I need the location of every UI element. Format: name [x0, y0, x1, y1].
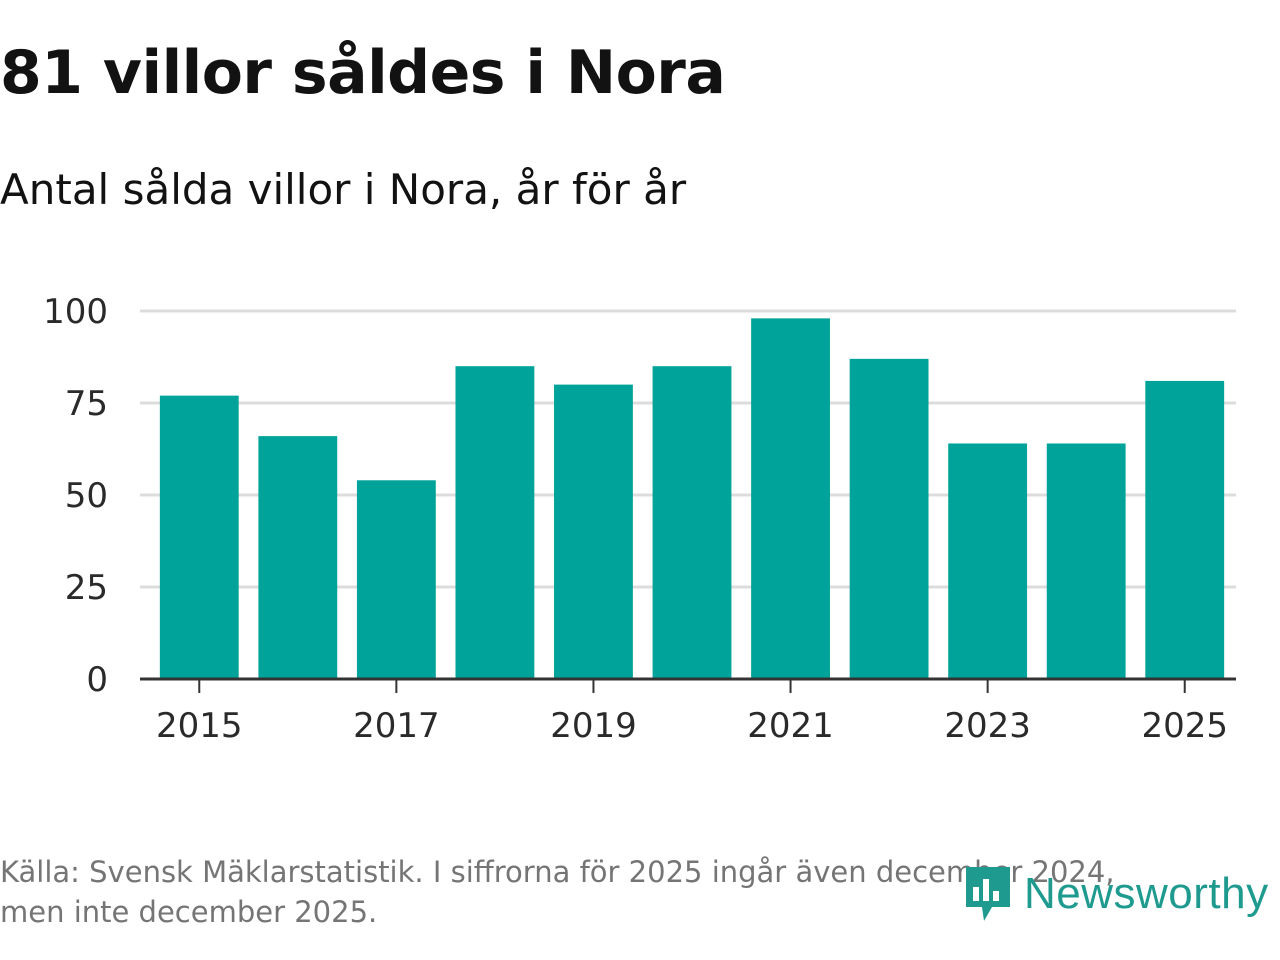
bar-2020	[652, 366, 732, 679]
source-line-2: men inte december 2025.	[0, 895, 378, 929]
newsworthy-logo: Newsworthy	[962, 862, 1269, 926]
source-note: Källa: Svensk Mäklarstatistik. I siffror…	[0, 852, 1230, 932]
x-tick-label: 2021	[747, 706, 834, 746]
chart-title: 81 villor såldes i Nora	[0, 38, 726, 108]
bar-2025	[1145, 380, 1225, 679]
x-tick-label: 2025	[1141, 706, 1228, 746]
bar-2016	[258, 436, 338, 679]
bar-2023	[948, 443, 1028, 679]
source-line-1: Källa: Svensk Mäklarstatistik. I siffror…	[0, 855, 1115, 889]
y-tick-label: 25	[65, 568, 108, 608]
bar-2022	[849, 358, 929, 679]
x-tick-label: 2019	[550, 706, 637, 746]
axes: 0 25 50 75 100 2015 2017 2019 2021 2023 2025	[43, 292, 1236, 746]
chart-subtitle: Antal sålda villor i Nora, år för år	[0, 165, 687, 214]
bar-2021	[751, 318, 830, 679]
y-tick-label: 100	[43, 292, 108, 332]
newsworthy-logo-icon	[966, 867, 1010, 921]
bar-2024	[1046, 443, 1126, 679]
bars	[159, 318, 1225, 679]
bar-2017	[356, 480, 436, 679]
x-tick-label: 2015	[156, 706, 243, 746]
bar-2019	[554, 384, 633, 679]
y-tick-label: 75	[65, 384, 108, 424]
bar-2018	[455, 366, 535, 679]
y-tick-label: 0	[86, 660, 108, 700]
bar-2015	[159, 395, 239, 679]
x-tick-label: 2023	[944, 706, 1031, 746]
y-tick-label: 50	[65, 476, 108, 516]
logo-text: Newsworthy	[1024, 869, 1269, 918]
x-tick-label: 2017	[353, 706, 440, 746]
bar-chart: 0 25 50 75 100 2015 2017 2019 2021 2023 2025	[43, 292, 1236, 746]
